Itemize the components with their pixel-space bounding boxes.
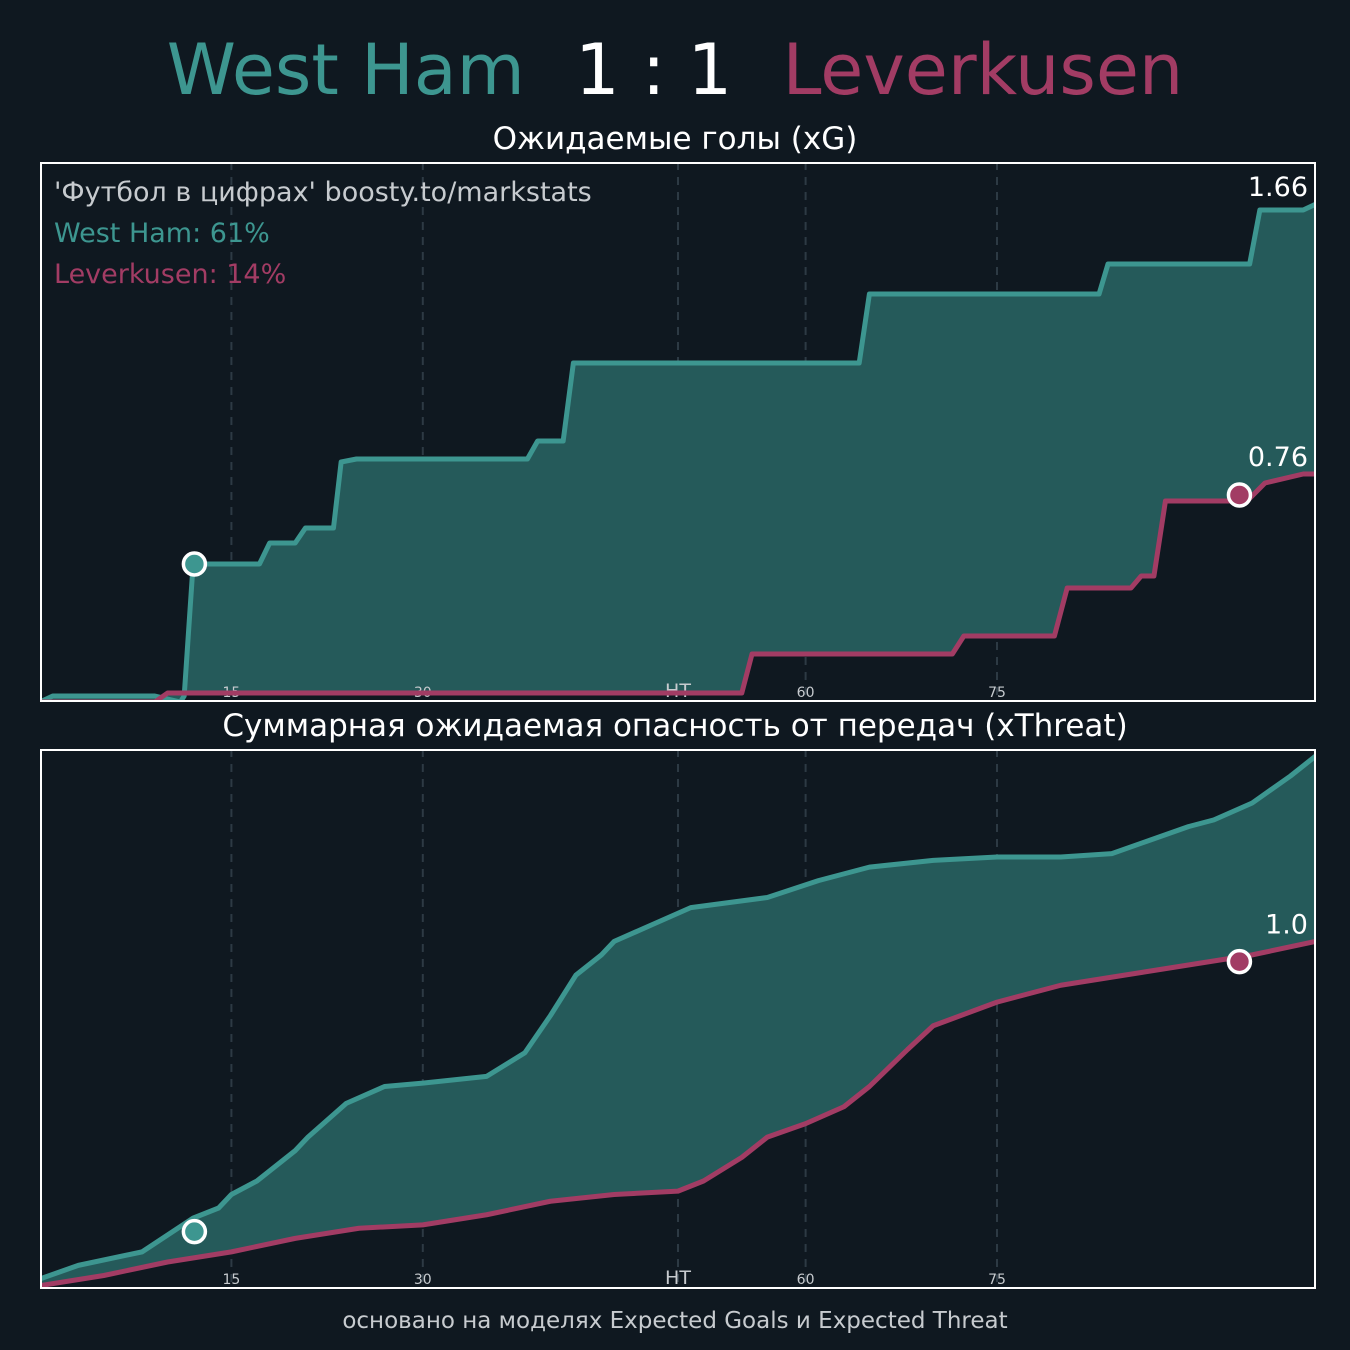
- x-tick-label: 60: [797, 1272, 815, 1288]
- home-final-value: 1.66: [1248, 172, 1308, 203]
- home-final-value: 1.5: [1265, 749, 1308, 755]
- away-final-value: 0.76: [1248, 442, 1308, 473]
- chart-frame: [40, 162, 1316, 702]
- difference-area: [40, 204, 1316, 702]
- home-goal-marker: [181, 551, 208, 577]
- home-series-line: [40, 201, 1316, 702]
- match-score: 1 : 1: [575, 29, 733, 111]
- home-series-line: [40, 753, 1316, 1282]
- away-final-value: 1.0: [1265, 909, 1308, 940]
- x-tick-label: 60: [797, 685, 815, 701]
- xg-chart: 15 30 HT 60 751.660.76: [40, 162, 1316, 702]
- home-goal-marker: [181, 1218, 208, 1245]
- difference-area: [40, 755, 1316, 1286]
- xg-panel-title: Ожидаемые голы (xG): [492, 121, 858, 157]
- x-tick-label: 30: [414, 1272, 432, 1288]
- away-goal-marker: [1226, 948, 1253, 975]
- source-credit: 'Футбол в цифрах' boosty.to/markstats: [54, 177, 592, 208]
- away-team-name: Leverkusen: [782, 29, 1184, 111]
- xthreat-panel-title: Суммарная ожидаемая опасность от передач…: [222, 708, 1128, 744]
- footer-note: основано на моделях Expected Goals и Exp…: [342, 1308, 1008, 1334]
- legend-annotation: 'Футбол в цифрах' boosty.to/markstats We…: [54, 172, 592, 295]
- away-series-line: [40, 471, 1316, 702]
- xthreat-chart: 15 30 HT 60 75 1.5 1.0: [40, 749, 1316, 1289]
- x-tick-label: 15: [222, 1272, 240, 1288]
- home-team-name: West Ham: [166, 29, 525, 111]
- away-goal-marker: [1226, 482, 1253, 508]
- away-percentage: Leverkusen: 14%: [54, 259, 287, 290]
- home-percentage: West Ham: 61%: [54, 218, 270, 249]
- x-tick-label: 75: [988, 1272, 1006, 1288]
- x-tick-label: HT: [665, 1267, 691, 1289]
- x-tick-label: 75: [988, 685, 1006, 701]
- away-series-line: [40, 938, 1316, 1289]
- match-title: West Ham 1 : 1 Leverkusen: [0, 30, 1350, 110]
- chart-frame: [40, 749, 1316, 1289]
